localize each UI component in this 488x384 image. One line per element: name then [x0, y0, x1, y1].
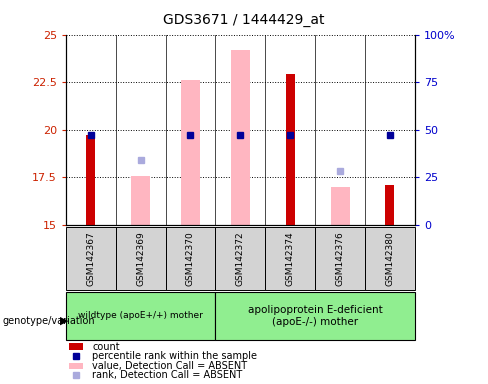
Text: value, Detection Call = ABSENT: value, Detection Call = ABSENT: [92, 361, 247, 371]
Text: GSM142367: GSM142367: [86, 231, 95, 286]
Bar: [69, 343, 83, 349]
Text: GSM142374: GSM142374: [285, 231, 295, 286]
Bar: [69, 362, 83, 369]
Text: genotype/variation: genotype/variation: [2, 316, 95, 326]
Text: GSM142376: GSM142376: [336, 231, 345, 286]
Text: GSM142370: GSM142370: [186, 231, 195, 286]
Bar: [165, 227, 215, 290]
Text: GSM142372: GSM142372: [236, 231, 245, 286]
Text: percentile rank within the sample: percentile rank within the sample: [92, 351, 257, 361]
Text: apolipoprotein E-deficient
(apoE-/-) mother: apolipoprotein E-deficient (apoE-/-) mot…: [248, 305, 383, 327]
Bar: [365, 227, 415, 290]
Bar: [215, 292, 415, 340]
Text: ▶: ▶: [60, 316, 68, 326]
Text: GSM142380: GSM142380: [386, 231, 394, 286]
Bar: [116, 227, 165, 290]
Bar: [181, 80, 200, 225]
Text: rank, Detection Call = ABSENT: rank, Detection Call = ABSENT: [92, 370, 243, 381]
Bar: [66, 227, 116, 290]
Bar: [86, 135, 95, 225]
Bar: [66, 292, 215, 340]
Bar: [315, 227, 365, 290]
Text: wildtype (apoE+/+) mother: wildtype (apoE+/+) mother: [78, 311, 203, 320]
Bar: [265, 227, 315, 290]
Bar: [285, 74, 295, 225]
Bar: [215, 227, 265, 290]
Text: GDS3671 / 1444429_at: GDS3671 / 1444429_at: [163, 13, 325, 27]
Bar: [131, 176, 150, 225]
Text: GSM142369: GSM142369: [136, 231, 145, 286]
Bar: [330, 187, 349, 225]
Bar: [231, 50, 250, 225]
Bar: [386, 185, 394, 225]
Text: count: count: [92, 341, 120, 352]
